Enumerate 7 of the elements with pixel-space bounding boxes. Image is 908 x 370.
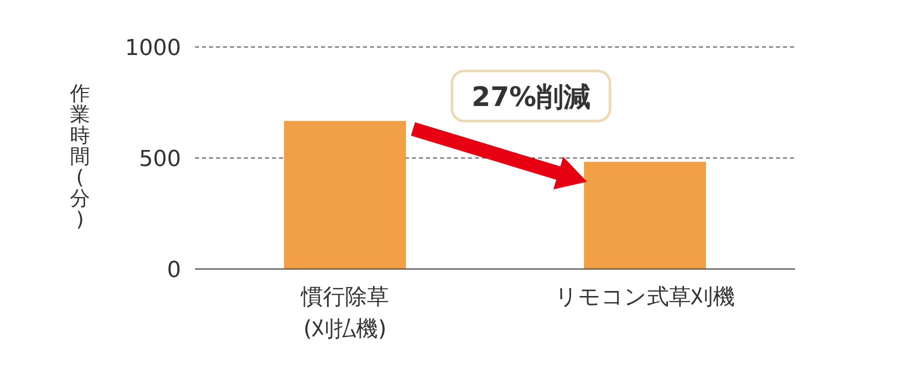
y-axis-title: 作業時間(分) bbox=[69, 81, 90, 231]
y-tick-label: 0 bbox=[167, 258, 181, 283]
annotation: 27%削減 bbox=[472, 82, 590, 113]
x-tick-label: 慣行除草 (刈払機) bbox=[300, 285, 389, 342]
y-tick-label: 500 bbox=[139, 147, 181, 172]
x-tick-label: リモコン式草刈機 bbox=[555, 285, 735, 310]
y-tick-label: 1000 bbox=[125, 36, 181, 61]
